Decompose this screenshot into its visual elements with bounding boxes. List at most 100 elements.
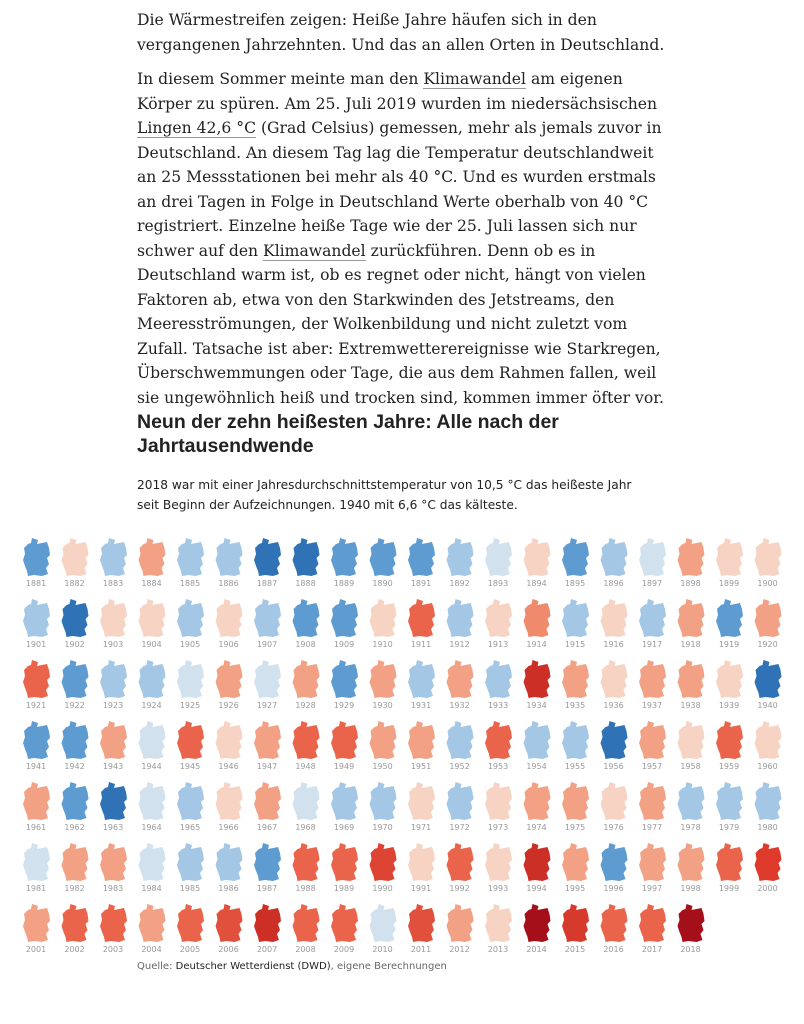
- year-map: [23, 904, 50, 942]
- year-label: 1950: [372, 762, 392, 771]
- year-label: 2014: [526, 945, 546, 954]
- year-label: 1923: [103, 701, 123, 710]
- paragraph: Die Wärmestreifen zeigen: Heiße Jahre hä…: [137, 8, 667, 57]
- year-map: [523, 538, 551, 576]
- year-map: [254, 538, 281, 576]
- year-map: [562, 660, 589, 698]
- year-label: 2008: [295, 945, 315, 954]
- year-label: 1970: [372, 823, 392, 832]
- year-map: [369, 721, 397, 759]
- year-label: 1985: [180, 884, 200, 893]
- year-map: [639, 660, 666, 698]
- link[interactable]: Klimawandel: [423, 70, 526, 89]
- year-map: [138, 843, 166, 881]
- year-map: [331, 782, 358, 820]
- year-map: [138, 904, 166, 942]
- year-map: [138, 599, 166, 637]
- year-map: [600, 782, 628, 820]
- year-label: 1999: [719, 884, 739, 893]
- year-map: [446, 904, 474, 942]
- year-label: 1894: [526, 579, 546, 588]
- link[interactable]: Lingen 42,6 °C: [137, 119, 257, 138]
- year-map: [215, 782, 243, 820]
- year-label: 1924: [141, 701, 161, 710]
- year-map: [754, 538, 782, 576]
- year-label: 1935: [565, 701, 585, 710]
- article-text: Die Wärmestreifen zeigen: Heiße Jahre hä…: [137, 8, 667, 420]
- year-label: 1899: [719, 579, 739, 588]
- year-map: [254, 721, 281, 759]
- year-map: [369, 782, 397, 820]
- year-label: 2003: [103, 945, 123, 954]
- year-map: [23, 599, 50, 637]
- year-label: 1914: [526, 640, 546, 649]
- year-map: [716, 660, 743, 698]
- year-map: [600, 538, 628, 576]
- year-label: 1951: [411, 762, 431, 771]
- year-label: 1947: [257, 762, 277, 771]
- year-map: [485, 599, 512, 637]
- year-map: [254, 782, 281, 820]
- year-map: [754, 843, 782, 881]
- paragraph: In diesem Sommer meinte man den Klimawan…: [137, 67, 667, 410]
- year-label: 1903: [103, 640, 123, 649]
- year-label: 2002: [64, 945, 84, 954]
- text: (Grad Celsius) gemessen, mehr als jemals…: [137, 119, 662, 260]
- year-map: [754, 721, 782, 759]
- year-label: 1957: [642, 762, 662, 771]
- year-map: [254, 904, 281, 942]
- year-map: [177, 782, 204, 820]
- year-map: [408, 904, 435, 942]
- year-label: 1961: [26, 823, 46, 832]
- year-map: [408, 599, 435, 637]
- year-map: [562, 782, 589, 820]
- year-label: 1965: [180, 823, 200, 832]
- year-label: 2015: [565, 945, 585, 954]
- year-label: 1883: [103, 579, 123, 588]
- map-grid: 1881 1882 1883 1884 1885 1886 1887 1888 1889 1890…: [23, 538, 782, 954]
- year-label: 1959: [719, 762, 739, 771]
- year-map: [408, 782, 435, 820]
- year-map: [23, 538, 50, 576]
- year-map: [177, 538, 204, 576]
- year-label: 1962: [64, 823, 84, 832]
- year-map: [23, 660, 50, 698]
- year-label: 1956: [603, 762, 623, 771]
- year-label: 1913: [488, 640, 508, 649]
- year-label: 1958: [680, 762, 700, 771]
- year-map: [215, 599, 243, 637]
- year-map: [23, 782, 50, 820]
- year-map: [562, 538, 589, 576]
- year-label: 1938: [680, 701, 700, 710]
- year-label: 1932: [449, 701, 469, 710]
- year-label: 1986: [218, 884, 238, 893]
- year-map: [292, 904, 320, 942]
- year-map: [639, 538, 666, 576]
- year-map: [485, 660, 512, 698]
- year-label: 1966: [218, 823, 238, 832]
- year-map: [639, 599, 666, 637]
- year-map: [562, 721, 589, 759]
- year-label: 2000: [757, 884, 777, 893]
- graphic-subtitle: 2018 war mit einer Jahresdurchschnittste…: [137, 478, 632, 512]
- link[interactable]: Klimawandel: [263, 241, 366, 261]
- year-map: [523, 599, 551, 637]
- year-label: 1931: [411, 701, 431, 710]
- year-label: 1979: [719, 823, 739, 832]
- year-map: [331, 904, 358, 942]
- year-map: [100, 843, 127, 881]
- year-map: [677, 843, 705, 881]
- year-map: [292, 660, 320, 698]
- year-label: 1936: [603, 701, 623, 710]
- year-map: [138, 538, 166, 576]
- year-label: 1943: [103, 762, 123, 771]
- year-label: 2007: [257, 945, 277, 954]
- year-label: 1969: [334, 823, 354, 832]
- year-label: 1982: [64, 884, 84, 893]
- year-map: [61, 843, 89, 881]
- year-label: 2001: [26, 945, 46, 954]
- year-map: [677, 721, 705, 759]
- source-name: Deutscher Wetterdienst (DWD): [175, 961, 331, 972]
- year-label: 2016: [603, 945, 623, 954]
- year-label: 1896: [603, 579, 623, 588]
